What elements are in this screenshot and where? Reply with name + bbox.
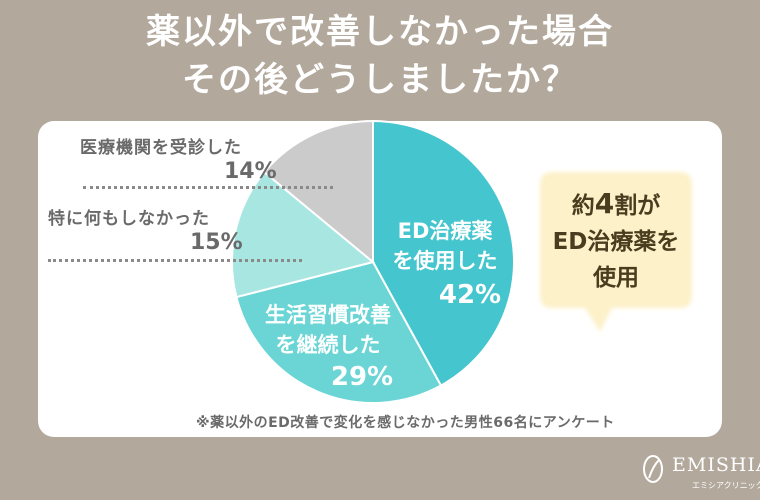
slice-label-lifestyle-line2: を継続した <box>275 333 381 357</box>
slice-label-drug-line1: ED治療薬 <box>397 219 493 243</box>
callout-number: 4 <box>594 187 615 220</box>
survey-note: ※薬以外のED改善で変化を感じなかった男性66名にアンケート <box>196 415 615 431</box>
callout-shape <box>540 172 692 332</box>
callout-line-1: 約4割が <box>540 186 692 224</box>
callout-text: 約4割が ED治療薬を 使用 <box>540 186 692 296</box>
callout-bubble <box>540 172 692 332</box>
chart-title: 薬以外で改善しなかった場合 その後どうしましたか？ <box>0 8 760 104</box>
callout-post: 割が <box>614 193 661 219</box>
title-line-2: その後どうしましたか？ <box>182 60 578 100</box>
slice-pct-nothing: 15% <box>190 230 243 255</box>
slice-label-drug: ED治療薬 を使用した <box>380 216 510 276</box>
logo-leaf-icon <box>643 455 663 483</box>
slice-pct-lifestyle: 29% <box>330 362 394 392</box>
callout-line-3: 使用 <box>593 265 639 291</box>
slice-medical <box>262 119 374 265</box>
slice-drug <box>372 119 515 387</box>
callout-line-2: ED治療薬を <box>552 229 680 255</box>
logo-sub: エミシアクリニック <box>692 481 760 490</box>
slice-lifestyle <box>235 260 443 404</box>
title-line-1: 薬以外で改善しなかった場合 <box>146 12 614 52</box>
leader-line-nothing <box>48 259 302 262</box>
logo-name: EMISHIA <box>672 454 760 476</box>
leader-line-medical <box>83 186 333 189</box>
slice-pct-medical: 14% <box>224 159 277 184</box>
slice-label-lifestyle: 生活習慣改善 を継続した <box>248 300 408 360</box>
slice-pct-drug: 42% <box>438 280 502 310</box>
slice-nothing <box>231 170 376 299</box>
slice-label-drug-line2: を使用した <box>392 249 498 273</box>
slice-label-medical: 医療機関を受診した <box>80 138 242 158</box>
slice-label-nothing: 特に何もしなかった <box>48 209 210 229</box>
callout-pre: 約 <box>571 193 595 219</box>
slice-label-lifestyle-line1: 生活習慣改善 <box>265 303 391 327</box>
